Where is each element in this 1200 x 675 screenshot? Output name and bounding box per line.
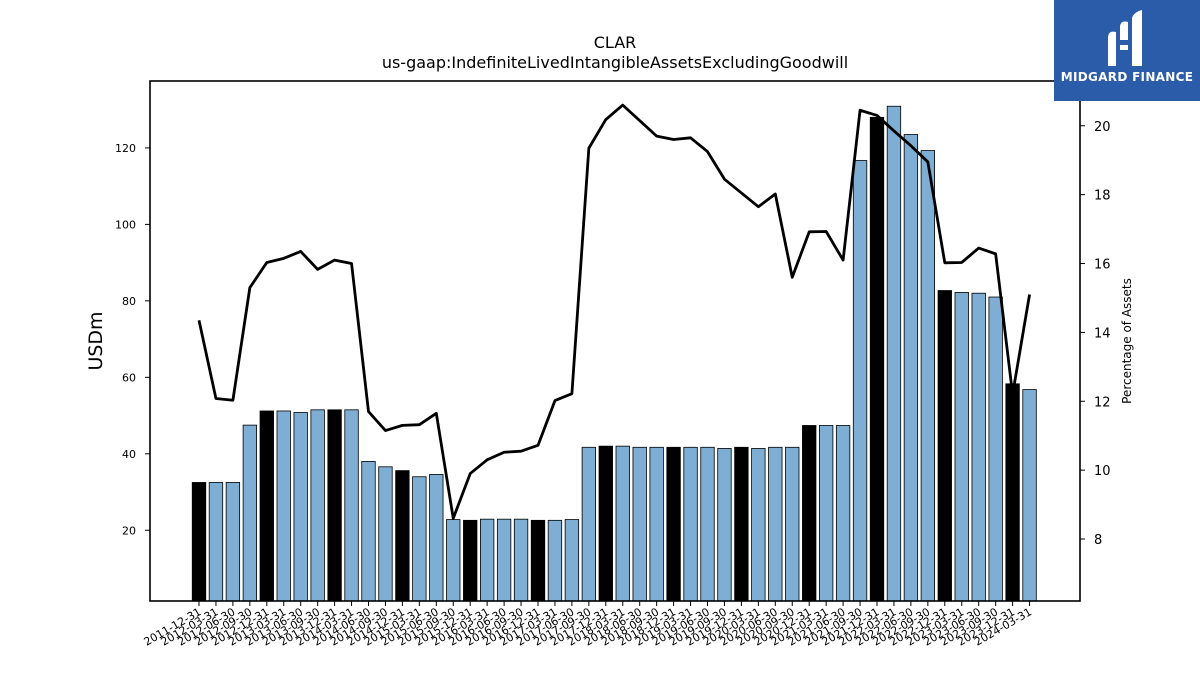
y2-tick-label: 10 (1094, 464, 1111, 479)
plot-frame (149, 80, 1081, 602)
y2-axis-label: Percentage of Assets (1120, 278, 1134, 404)
bar (581, 446, 596, 602)
midgard-logo-icon (1108, 10, 1142, 67)
bar (242, 424, 258, 602)
y-axis-label: USDm (85, 311, 107, 370)
bar (530, 519, 546, 602)
bar (734, 446, 749, 602)
y-tick-label: 80 (122, 295, 136, 308)
bar (937, 290, 952, 602)
bar (835, 425, 851, 602)
bar (191, 482, 207, 602)
y-tick-label: 20 (122, 524, 136, 537)
bar (717, 448, 732, 602)
bar (802, 425, 817, 602)
bar (920, 150, 935, 602)
bar (819, 425, 834, 602)
bar (649, 446, 664, 602)
midgard-finance-logo: MIDGARD FINANCE (1054, 0, 1200, 101)
percentage-line (197, 103, 1031, 520)
y2-tick-label: 16 (1094, 258, 1111, 273)
x-axis-ticks: 2011-12-312012-03-312012-06-302012-09-30… (142, 601, 1034, 649)
bar (700, 446, 715, 602)
chart-subtitle: us-gaap:IndefiniteLivedIntangibleAssetsE… (382, 53, 848, 72)
bar (344, 409, 359, 602)
y-axis-ticks: 20 40 60 80 100 120 (115, 142, 150, 537)
bar (513, 518, 529, 602)
bar (496, 518, 512, 602)
bar (971, 292, 986, 602)
y2-tick-label: 20 (1094, 120, 1111, 135)
bar (683, 446, 698, 602)
y-tick-label: 120 (115, 142, 136, 155)
y-tick-label: 60 (122, 371, 136, 384)
bar (615, 445, 630, 602)
bar (276, 410, 291, 602)
bar (564, 519, 580, 602)
bar (446, 519, 461, 602)
bar (988, 296, 1003, 602)
bar (954, 292, 969, 602)
y2-tick-label: 18 (1094, 189, 1111, 204)
bar (208, 482, 224, 602)
bar (479, 518, 495, 602)
bar (666, 446, 681, 602)
bar (327, 409, 342, 602)
bar (869, 116, 885, 602)
bar (886, 105, 902, 602)
bar (768, 446, 783, 602)
bar (361, 461, 376, 602)
bar-series (191, 105, 1037, 602)
bar (1022, 389, 1037, 602)
logo-text: MIDGARD FINANCE (1060, 70, 1194, 84)
bar (293, 412, 308, 602)
y2-tick-label: 8 (1094, 533, 1102, 548)
y-tick-label: 40 (122, 448, 136, 461)
bar (412, 476, 427, 602)
bar (259, 410, 274, 602)
y2-axis-ticks: 8 10 12 14 16 18 20 (1080, 120, 1111, 548)
bar (463, 519, 478, 602)
bar (852, 160, 868, 602)
bar (632, 446, 647, 602)
bar (785, 446, 800, 602)
bar (378, 466, 393, 602)
y-tick-label: 100 (115, 218, 136, 231)
bar (903, 134, 919, 602)
bar (429, 474, 444, 602)
chart-title: CLAR (594, 33, 637, 52)
y2-tick-label: 14 (1094, 326, 1111, 341)
bar (395, 470, 410, 602)
bar (751, 448, 766, 602)
bar (225, 482, 241, 602)
bar (1005, 383, 1020, 602)
y2-tick-label: 12 (1094, 395, 1111, 410)
bar (598, 445, 613, 602)
bar (310, 409, 325, 602)
bar (547, 519, 563, 602)
percentage-line-series (197, 103, 1031, 520)
